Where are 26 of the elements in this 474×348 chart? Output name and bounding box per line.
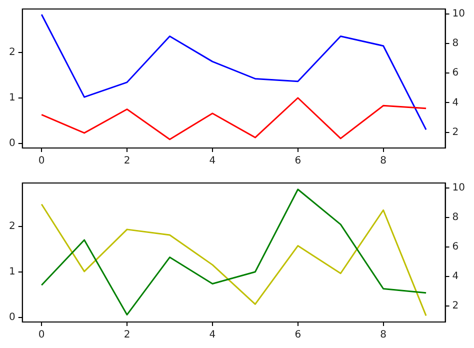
y2-tick-label: 4 <box>452 97 459 108</box>
y2-tick-label: 4 <box>452 270 459 282</box>
y2-tick-label: 2 <box>452 300 459 312</box>
y-tick-label: 0 <box>8 312 16 324</box>
y-tick-label: 2 <box>8 46 16 58</box>
x-tick-label: 6 <box>294 156 302 167</box>
x-tick-label: 6 <box>294 330 302 341</box>
y-tick-label: 0 <box>8 138 16 150</box>
x-tick-label: 4 <box>209 330 216 341</box>
y-tick-label: 1 <box>8 266 16 278</box>
y2-tick-label: 8 <box>452 212 459 223</box>
y2-tick-label: 10 <box>452 182 466 194</box>
x-tick-label: 4 <box>209 156 216 167</box>
y2-tick-label: 8 <box>452 38 459 50</box>
y-tick-label: 2 <box>8 220 16 232</box>
y-tick-label: 1 <box>8 92 16 104</box>
x-tick-label: 0 <box>38 330 45 341</box>
x-tick-label: 2 <box>124 156 130 167</box>
y2-tick-label: 6 <box>452 68 459 79</box>
x-tick-label: 2 <box>124 330 130 341</box>
y2-tick-label: 2 <box>452 126 459 138</box>
x-tick-label: 0 <box>38 156 45 167</box>
y2-tick-label: 10 <box>452 8 466 20</box>
x-tick-label: 8 <box>380 156 387 167</box>
x-tick-label: 8 <box>380 330 387 341</box>
y2-tick-label: 6 <box>452 241 459 252</box>
